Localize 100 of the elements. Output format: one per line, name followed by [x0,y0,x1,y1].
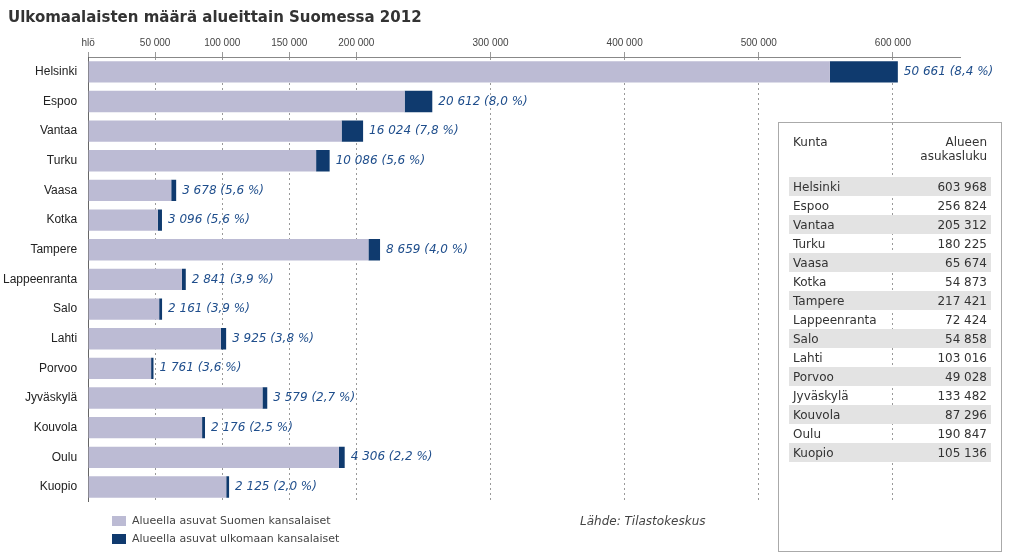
category-label: Kuopio [792,444,835,462]
data-label: 603 968 [936,178,988,196]
bar [88,416,203,439]
data-label: 190 847 [936,425,988,443]
category-label: Vaasa [792,254,830,272]
data-label: 105 136 [936,444,988,462]
x-tick-label: 100 000 [204,36,241,48]
data-label: 50 661 (8,4 %) [903,63,994,78]
x-tick-label: 500 000 [740,36,778,48]
bar [88,239,369,261]
y-tick-label: Kuopio [39,479,78,494]
bar [316,150,330,172]
bar [88,61,830,83]
y-tick-label: Oulu [51,449,78,464]
category-label: Tampere [792,292,846,310]
x-tick-label: 600 000 [874,36,912,48]
data-label: 256 824 [936,197,988,215]
text: Kunta [792,134,829,151]
bar [338,446,345,468]
category-label: Turku [792,235,827,253]
y-tick-label: Kotka [46,212,78,227]
category-label: Salo [792,330,820,348]
x-tick-label: 150 000 [271,36,308,48]
bar [88,357,152,380]
bar [88,387,263,409]
bar [88,90,405,113]
y-tick-label: Kouvola [33,419,78,434]
legend-label: Alueella asuvat Suomen kansalaiset [132,514,331,527]
data-label: 133 482 [936,387,988,405]
data-label: 217 421 [936,292,988,310]
y-tick-label: Lappeenranta [2,271,78,286]
x-tick-label: 400 000 [606,36,644,48]
data-label: 72 424 [944,311,988,329]
bar [262,387,268,409]
y-tick-label: Turku [46,153,78,168]
data-label: 3 096 (5,6 %) [167,212,250,227]
category-label: Lappeenranta [792,311,878,329]
y-tick-label: Vantaa [39,123,78,138]
data-label: 49 028 [944,368,988,386]
data-label: 2 161 (3,9 %) [168,301,250,316]
bar [341,120,364,142]
category-label: Porvoo [792,368,835,386]
bar [404,90,433,113]
data-label: 4 306 (2,2 %) [350,449,433,464]
bar [88,150,317,172]
bar [220,328,227,350]
bar [171,179,177,202]
bar [88,446,339,468]
y-tick-label: Espoo [43,93,78,108]
data-label: 3 579 (2,7 %) [273,390,356,405]
data-label: 3 678 (5,6 %) [182,182,265,197]
bar [88,298,160,320]
category-label: Oulu [792,425,822,443]
bar [159,298,163,320]
category-label: Kotka [792,273,828,291]
data-label: 10 086 (5,6 %) [335,152,426,167]
data-label: 8 659 (4,0 %) [386,241,468,256]
y-tick-label: Porvoo [39,360,78,375]
bar [226,476,230,498]
data-label: 2 841 (3,9 %) [191,271,274,286]
text: Lähde: Tilastokeskus [580,514,706,528]
bar [88,476,227,498]
bar [829,61,898,83]
bar [88,120,342,142]
y-tick-label: Tampere [30,242,78,257]
y-tick-label: Helsinki [35,64,78,79]
y-tick-label: Jyväskylä [25,390,78,405]
data-label: 87 296 [944,406,988,424]
data-label: 180 225 [936,235,988,253]
y-tick-label: Salo [53,301,78,316]
bar [88,328,221,350]
data-label: 103 016 [936,349,988,367]
data-label: 2 176 (2,5 %) [211,419,293,434]
data-label: 2 125 (2,0 %) [235,479,317,494]
category-label: Jyväskylä [791,387,850,405]
data-label: 16 024 (7,8 %) [369,123,459,138]
category-label: Helsinki [792,178,842,196]
data-label: 65 674 [944,254,988,272]
legend-label: Alueella asuvat ulkomaan kansalaiset [132,532,340,545]
x-tick-label: hlö [81,36,96,48]
bar [202,416,206,439]
bar [88,209,158,231]
category-label: Vantaa [792,216,836,234]
data-label: 3 925 (3,8 %) [232,330,314,345]
data-label: 1 761 (3,6 %) [159,360,242,375]
y-tick-label: Lahti [51,331,78,346]
data-label: 54 873 [944,273,988,291]
data-label: 20 612 (8,0 %) [438,93,528,108]
data-label: 54 858 [944,330,988,348]
y-tick-label: Vaasa [43,182,78,197]
bar [88,179,172,202]
x-tick-label: 300 000 [472,36,510,48]
bar [88,268,182,291]
category-label: Espoo [792,197,831,215]
x-tick-label: 200 000 [338,36,375,48]
category-label: Kouvola [792,406,842,424]
bar [181,268,186,291]
data-label: 205 312 [936,216,988,234]
bar [157,209,162,231]
category-label: Lahti [792,349,824,367]
